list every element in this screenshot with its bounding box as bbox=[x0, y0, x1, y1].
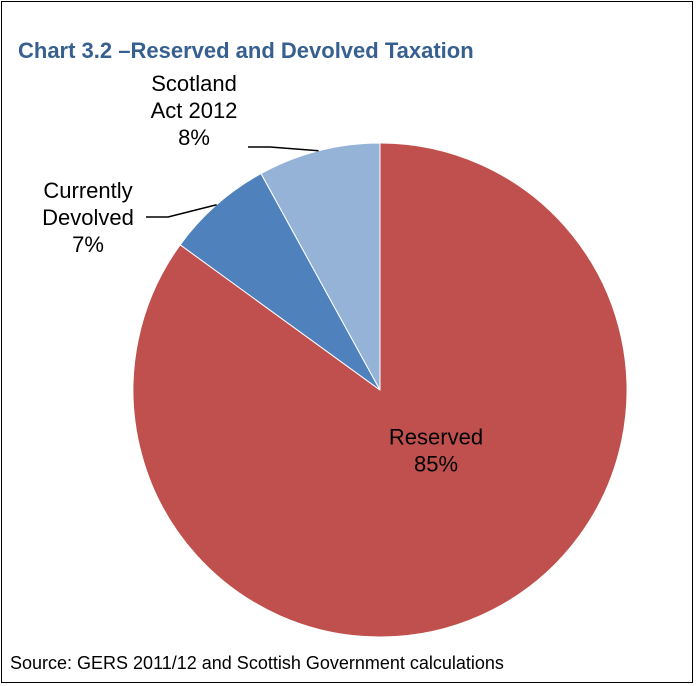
chart-title: Chart 3.2 –Reserved and Devolved Taxatio… bbox=[18, 38, 474, 63]
pie-slice-scotland-act-2012 bbox=[260, 142, 381, 391]
pie-slice-currently-devolved bbox=[179, 172, 381, 391]
leader-line bbox=[146, 203, 217, 218]
slice-label-reserved: Reserved 85% bbox=[389, 425, 483, 477]
slice-label-scotland-act-2012: Scotland Act 2012 8% bbox=[151, 71, 238, 150]
source-note: Source: GERS 2011/12 and Scottish Govern… bbox=[10, 653, 504, 673]
leader-line bbox=[248, 146, 319, 152]
pie-slice-reserved bbox=[132, 142, 628, 638]
slice-label-currently-devolved: Currently Devolved 7% bbox=[42, 178, 134, 257]
